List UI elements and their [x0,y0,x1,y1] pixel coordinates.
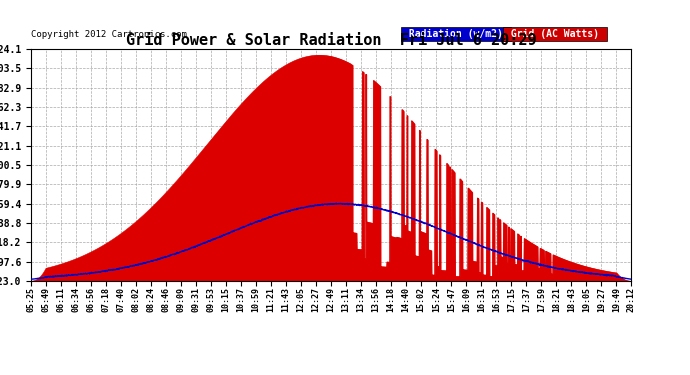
Text: Radiation (w/m2): Radiation (w/m2) [403,29,509,39]
Title: Grid Power & Solar Radiation  Fri Jul 6 20:29: Grid Power & Solar Radiation Fri Jul 6 2… [126,33,537,48]
Text: Copyright 2012 Cartronics.com: Copyright 2012 Cartronics.com [31,30,187,39]
Text: Grid (AC Watts): Grid (AC Watts) [505,29,605,39]
